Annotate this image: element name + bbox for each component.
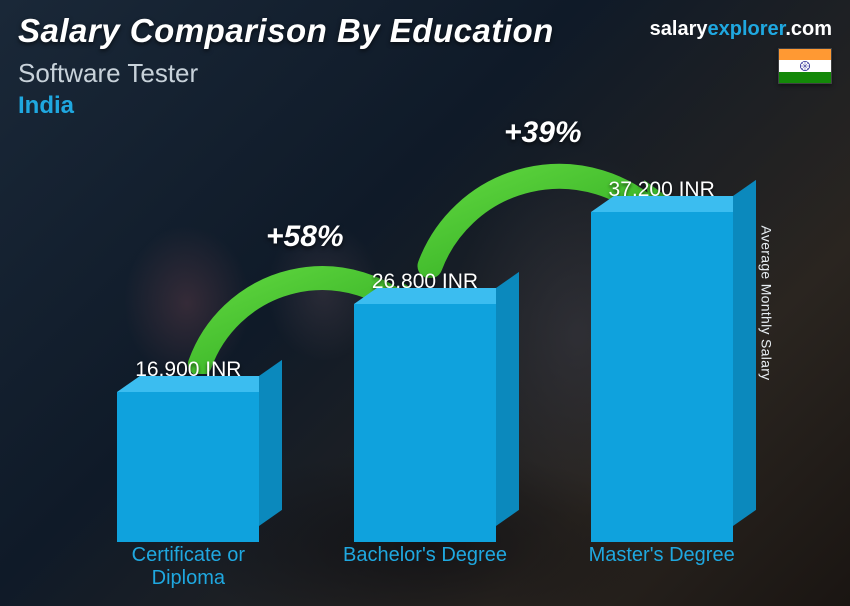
- bar-front-face: [354, 304, 496, 542]
- bar-front-face: [117, 392, 259, 542]
- bar-side-face: [496, 272, 519, 526]
- brand-part-a: salary: [650, 18, 708, 40]
- x-axis-labels: Certificate or Diploma Bachelor's Degree M…: [70, 544, 780, 592]
- bar-side-face: [259, 360, 282, 526]
- bar-top-face: [117, 376, 282, 392]
- bar-top-face: [354, 288, 519, 304]
- x-axis-label: Certificate or Diploma: [98, 544, 278, 592]
- chart-title: Salary Comparison By Education: [18, 12, 554, 50]
- brand-logo-text: salaryexplorer.com: [650, 18, 832, 41]
- bar-3d: [354, 304, 496, 542]
- chart-country: India: [18, 92, 74, 120]
- ashoka-chakra-icon: [800, 61, 811, 72]
- bar-front-face: [591, 212, 733, 542]
- brand-part-b: explorer: [707, 18, 785, 40]
- x-axis-label: Bachelor's Degree: [335, 544, 515, 592]
- brand-part-c: .com: [785, 18, 832, 40]
- bar-top-face: [591, 196, 756, 212]
- infographic-content: Salary Comparison By Education Software …: [0, 0, 850, 606]
- bar-column: 16,900 INR: [117, 358, 259, 542]
- flag-stripe-saffron: [779, 49, 831, 60]
- bar-column: 37,200 INR: [591, 178, 733, 542]
- bar-3d: [591, 212, 733, 542]
- bars-container: 16,900 INR 26,800 INR 37,200 INR: [70, 122, 780, 542]
- x-axis-label: Master's Degree: [572, 544, 752, 592]
- flag-stripe-green: [779, 72, 831, 83]
- bar-chart: +58% +39% 16,900 INR26,800 INR37,200 INR…: [70, 82, 780, 592]
- bar-side-face: [733, 180, 756, 526]
- bar-3d: [117, 392, 259, 542]
- bar-column: 26,800 INR: [354, 270, 496, 542]
- country-flag-india: [778, 48, 832, 84]
